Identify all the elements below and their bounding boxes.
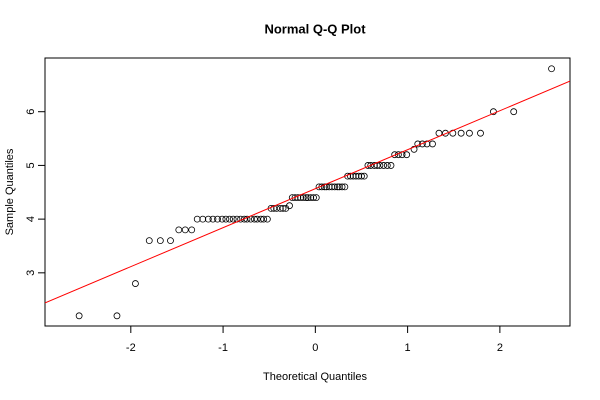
y-tick-label: 4 <box>25 216 37 222</box>
point <box>270 204 278 212</box>
point <box>222 215 230 223</box>
y-tick-label: 6 <box>25 109 37 115</box>
point <box>367 162 375 169</box>
point <box>204 215 212 223</box>
point <box>286 202 293 210</box>
point <box>75 312 83 320</box>
point <box>380 162 388 169</box>
point <box>199 215 207 223</box>
point <box>167 237 174 245</box>
x-axis-label: Theoretical Quantiles <box>263 371 367 383</box>
point <box>263 215 271 223</box>
x-tick-label: 0 <box>312 342 318 354</box>
point <box>391 151 399 159</box>
point <box>335 183 343 191</box>
point <box>477 129 484 137</box>
point <box>338 183 346 191</box>
point <box>132 280 139 287</box>
point <box>276 204 284 212</box>
point <box>260 215 268 223</box>
point <box>302 194 310 202</box>
point <box>188 226 196 234</box>
point <box>156 237 164 245</box>
point <box>360 172 368 180</box>
point <box>387 162 395 169</box>
point <box>310 194 317 202</box>
reference-line <box>45 80 570 304</box>
point <box>510 108 518 116</box>
point <box>218 215 226 223</box>
y-tick-label: 3 <box>25 270 37 276</box>
point <box>383 162 391 169</box>
plot-frame <box>44 57 571 327</box>
point <box>403 151 411 159</box>
point <box>410 145 418 153</box>
point <box>209 215 217 223</box>
y-axis-label: Sample Quantiles <box>4 148 16 235</box>
point <box>251 215 258 223</box>
point <box>466 129 473 137</box>
point <box>229 215 237 223</box>
point <box>442 129 449 137</box>
x-tick-label: -2 <box>126 342 136 354</box>
point <box>321 183 328 191</box>
point <box>315 183 323 191</box>
x-tick-label: 2 <box>497 342 503 354</box>
point <box>257 215 265 223</box>
point <box>325 183 333 191</box>
point <box>193 215 201 223</box>
point <box>429 140 436 148</box>
point <box>347 172 354 180</box>
point <box>113 312 121 320</box>
point <box>376 162 384 169</box>
point <box>352 172 360 180</box>
point <box>355 172 363 180</box>
point <box>331 183 339 191</box>
point <box>214 215 221 223</box>
y-tick-label: 5 <box>25 162 37 168</box>
x-tick-label: -1 <box>218 342 228 354</box>
point <box>253 215 261 223</box>
x-tick-label: 1 <box>405 342 411 354</box>
point <box>240 215 248 223</box>
point <box>307 194 315 202</box>
point <box>334 183 341 191</box>
point <box>457 129 465 137</box>
point <box>299 194 307 202</box>
point <box>279 204 287 212</box>
point <box>291 194 299 202</box>
point <box>418 140 426 148</box>
point <box>548 65 555 73</box>
point <box>328 183 336 191</box>
chart-title: Normal Q-Q Plot <box>264 21 366 36</box>
point <box>423 140 431 148</box>
point <box>226 215 233 223</box>
point <box>175 226 183 234</box>
point <box>145 237 153 245</box>
point <box>304 194 312 202</box>
point <box>312 194 320 202</box>
point <box>358 172 365 180</box>
point <box>341 183 349 191</box>
point <box>181 226 189 234</box>
